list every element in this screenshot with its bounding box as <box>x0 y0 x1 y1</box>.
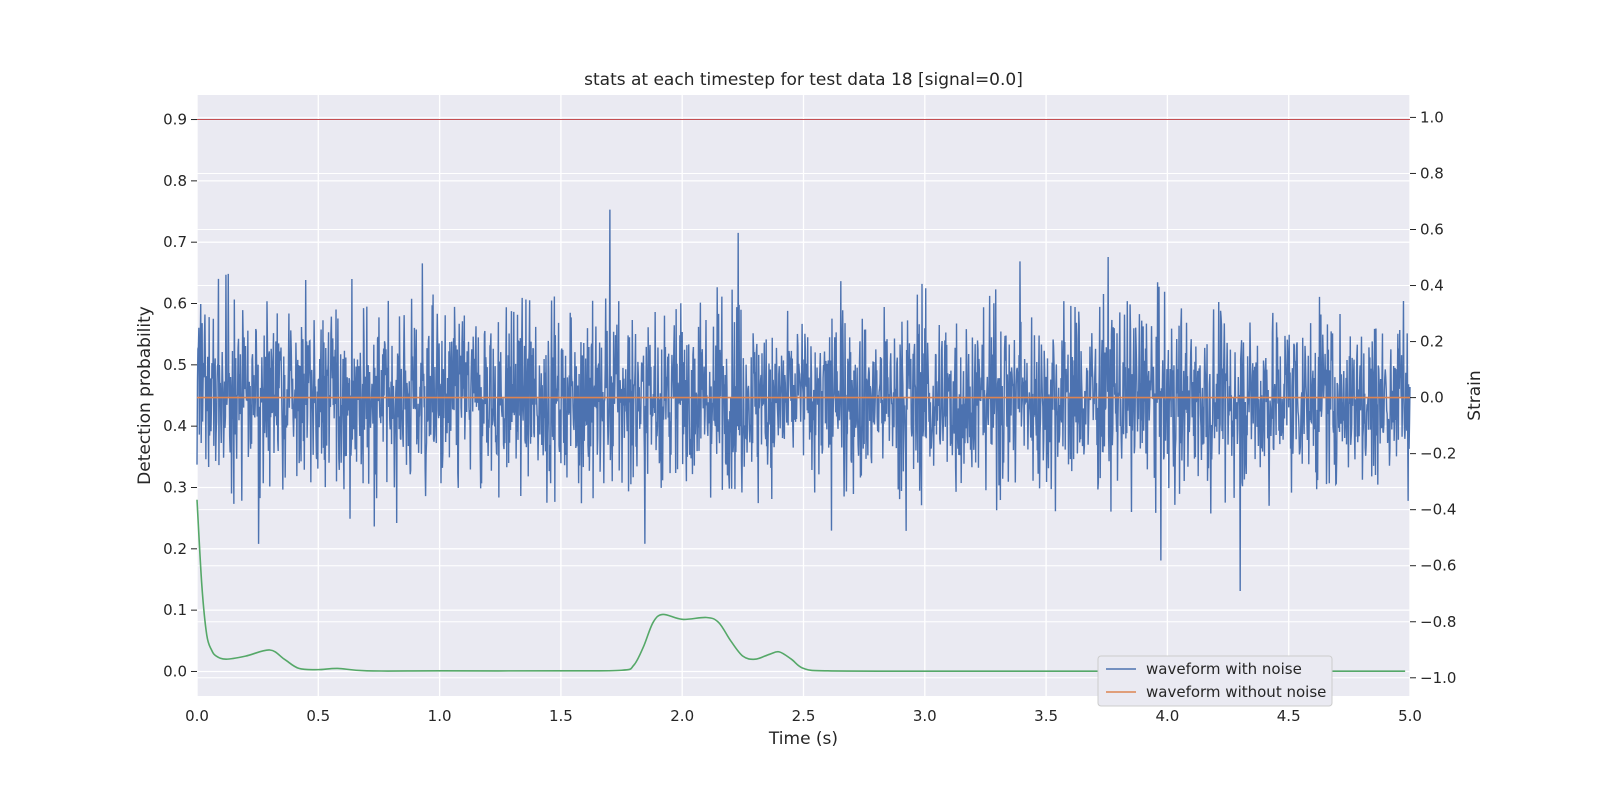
y-axis-right: −1.0 −0.8 −0.6 −0.4 −0.2 0.0 0.2 0.4 0.6 0.8 1.0 <box>1410 108 1456 687</box>
y-left-tick-label: 0.9 <box>163 111 187 129</box>
y-right-tick-label: −0.6 <box>1420 557 1456 575</box>
x-tick-label: 1.5 <box>549 707 573 725</box>
y-right-tick-label: −0.8 <box>1420 613 1456 631</box>
x-tick-label: 5.0 <box>1398 707 1422 725</box>
x-tick-label: 4.0 <box>1155 707 1179 725</box>
x-tick-label: 4.5 <box>1277 707 1301 725</box>
y-right-tick-label: −0.2 <box>1420 445 1456 463</box>
series-layer <box>196 119 1411 672</box>
y-axis-left-label: Detection probability <box>135 306 155 485</box>
series-waveform-with-noise <box>196 209 1411 591</box>
y-left-tick-label: 0.1 <box>163 601 187 619</box>
y-left-tick-label: 0.3 <box>163 478 187 496</box>
y-left-tick-label: 0.8 <box>163 172 187 190</box>
chart-title: stats at each timestep for test data 18 … <box>584 70 1023 90</box>
y-left-tick-label: 0.7 <box>163 233 187 251</box>
y-right-tick-label: 0.8 <box>1420 164 1444 182</box>
series-detection-probability <box>196 499 1406 672</box>
legend-label-waveform-with-noise: waveform with noise <box>1146 660 1302 678</box>
x-tick-label: 1.0 <box>428 707 452 725</box>
y-left-tick-label: 0.2 <box>163 540 187 558</box>
y-right-tick-label: 0.4 <box>1420 277 1444 295</box>
legend-box <box>1097 655 1333 707</box>
y-axis-left: 0.0 0.1 0.2 0.3 0.4 0.5 0.6 0.7 0.8 0.9 <box>163 111 197 680</box>
y-left-tick-label: 0.6 <box>163 295 187 313</box>
x-tick-label: 2.5 <box>792 707 816 725</box>
y-right-tick-label: 0.2 <box>1420 333 1444 351</box>
y-right-tick-label: 1.0 <box>1420 108 1444 126</box>
y-left-tick-label: 0.5 <box>163 356 187 374</box>
y-left-tick-label: 0.0 <box>163 662 187 680</box>
x-tick-label: 0.5 <box>306 707 330 725</box>
y-right-tick-label: 0.6 <box>1420 220 1444 238</box>
x-tick-label: 3.5 <box>1034 707 1058 725</box>
x-axis-label: Time (s) <box>768 729 838 749</box>
x-axis: 0.0 0.5 1.0 1.5 2.0 2.5 3.0 3.5 4.0 4.5 5.0 <box>185 707 1422 725</box>
y-left-tick-label: 0.4 <box>163 417 187 435</box>
y-right-tick-label: −1.0 <box>1420 669 1456 687</box>
y-right-tick-label: −0.4 <box>1420 501 1456 519</box>
y-axis-right-label: Strain <box>1465 370 1485 420</box>
y-right-tick-label: 0.0 <box>1420 389 1444 407</box>
x-tick-label: 0.0 <box>185 707 209 725</box>
x-tick-label: 2.0 <box>670 707 694 725</box>
legend: waveform with noise waveform without noi… <box>1097 655 1333 707</box>
legend-label-waveform-without-noise: waveform without noise <box>1146 683 1326 701</box>
x-tick-label: 3.0 <box>913 707 937 725</box>
